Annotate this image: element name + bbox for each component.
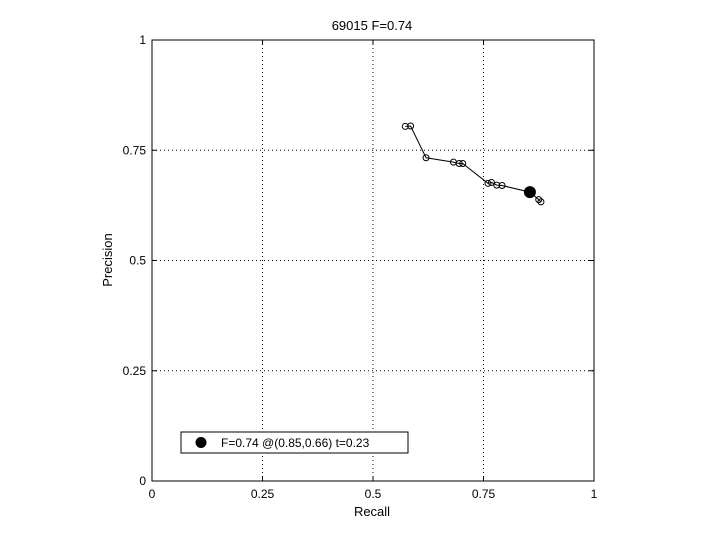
y-tick-label: 1 [139, 33, 146, 47]
y-axis-label: Precision [100, 233, 115, 286]
x-axis-label: Recall [354, 504, 390, 519]
data-point [487, 178, 495, 186]
legend-label: F=0.74 @(0.85,0.66) t=0.23 [221, 436, 370, 450]
data-point [459, 159, 467, 167]
y-tick-label: 0.75 [123, 143, 147, 157]
data-point [455, 159, 463, 167]
data-point [537, 198, 545, 206]
x-tick-label: 0.5 [365, 487, 382, 501]
data-point [493, 181, 501, 189]
data-point [484, 179, 492, 187]
chart-title: 69015 F=0.74 [332, 18, 413, 33]
legend-box [180, 431, 409, 454]
data-point [407, 122, 415, 130]
x-tick-label: 0.25 [251, 487, 275, 501]
y-tick-label: 0.5 [129, 254, 146, 268]
data-point [401, 122, 409, 130]
x-tick-label: 0 [149, 487, 156, 501]
y-tick-label: 0.25 [123, 364, 147, 378]
x-tick-label: 0.75 [472, 487, 496, 501]
best-f-point [523, 186, 536, 199]
data-point [498, 182, 506, 190]
data-point [535, 196, 543, 204]
legend-marker [195, 437, 207, 448]
x-tick-label: 1 [591, 487, 598, 501]
y-tick-label: 0 [139, 474, 146, 488]
data-point [422, 154, 430, 162]
